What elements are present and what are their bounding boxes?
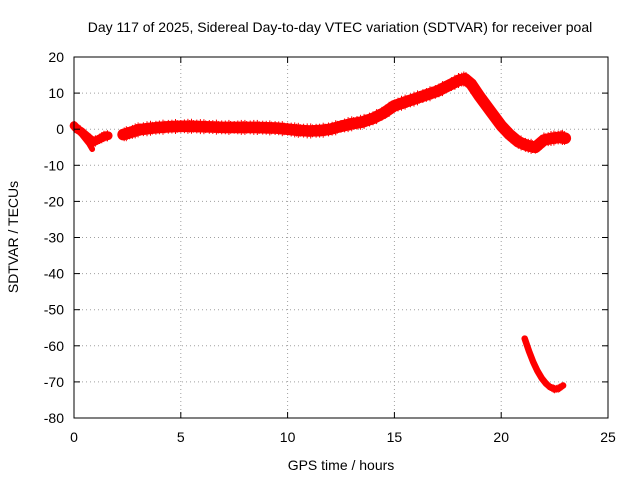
y-tick-label: 0	[56, 121, 64, 137]
y-tick-label: -20	[44, 193, 64, 209]
x-tick-label: 10	[280, 429, 296, 445]
y-tick-label: -10	[44, 157, 64, 173]
x-tick-label: 0	[70, 429, 78, 445]
y-tick-label: 20	[48, 49, 64, 65]
y-axis-title: SDTVAR / TECUs	[5, 181, 21, 293]
tick-layer: 20 10 0 -10 -20 -30 -40 -50 -60 -70 -80 0 5 10 15 20 25	[44, 49, 616, 445]
y-tick-label: 10	[48, 85, 64, 101]
chart-title: Day 117 of 2025, Sidereal Day-to-day VTE…	[88, 19, 592, 35]
series-sdtvar-segment-3	[521, 335, 567, 394]
y-tick-label: -70	[44, 374, 64, 390]
series-sdtvar-segment-2	[117, 71, 572, 154]
x-tick-label: 5	[177, 429, 185, 445]
y-tick-label: -40	[44, 266, 64, 282]
x-tick-label: 25	[600, 429, 616, 445]
series-sdtvar-segment-1-spur	[77, 129, 96, 152]
y-tick-label: -80	[44, 410, 64, 426]
x-tick-label: 15	[387, 429, 403, 445]
series-layer	[69, 71, 572, 394]
y-tick-label: -50	[44, 302, 64, 318]
y-tick-label: -60	[44, 338, 64, 354]
y-tick-label: -30	[44, 230, 64, 246]
x-axis-title: GPS time / hours	[288, 457, 395, 473]
x-tick-label: 20	[493, 429, 509, 445]
grid-layer	[74, 57, 608, 418]
